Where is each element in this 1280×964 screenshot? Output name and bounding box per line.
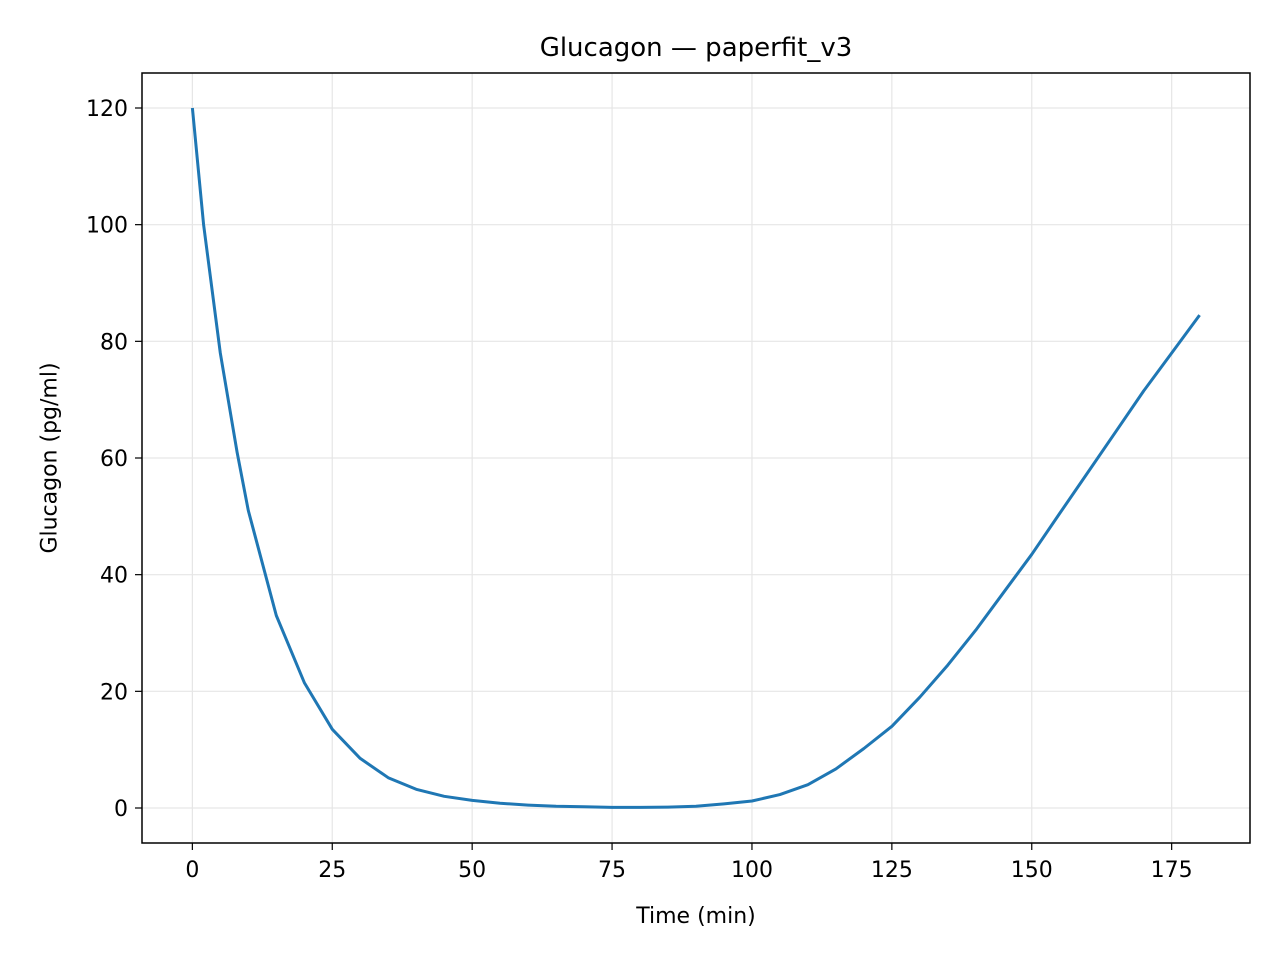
x-axis-ticks: 0 25 50 75 100 125 150 175 [185, 843, 1193, 883]
y-tick-label: 80 [100, 330, 128, 355]
y-tick-label: 20 [100, 680, 128, 705]
y-axis-ticks: 0 20 40 60 80 100 120 [86, 97, 142, 822]
x-tick-label: 100 [731, 858, 773, 883]
x-tick-label: 0 [185, 858, 199, 883]
x-axis-label: Time (min) [635, 904, 756, 929]
y-tick-label: 120 [86, 97, 128, 122]
y-tick-label: 40 [100, 564, 128, 589]
chart-title: Glucagon — paperfit_v3 [540, 33, 853, 63]
series-layer [190, 107, 1201, 809]
y-tick-label: 60 [100, 447, 128, 472]
x-tick-label: 25 [318, 858, 346, 883]
x-tick-label: 175 [1151, 858, 1193, 883]
grid [142, 73, 1250, 843]
series-line [190, 107, 1201, 809]
y-axis-label: Glucagon (pg/ml) [38, 362, 63, 553]
x-tick-label: 50 [458, 858, 486, 883]
x-tick-label: 75 [598, 858, 626, 883]
x-tick-label: 150 [1011, 858, 1053, 883]
x-tick-label: 125 [871, 858, 913, 883]
y-tick-label: 100 [86, 214, 128, 239]
y-tick-label: 0 [114, 797, 128, 822]
